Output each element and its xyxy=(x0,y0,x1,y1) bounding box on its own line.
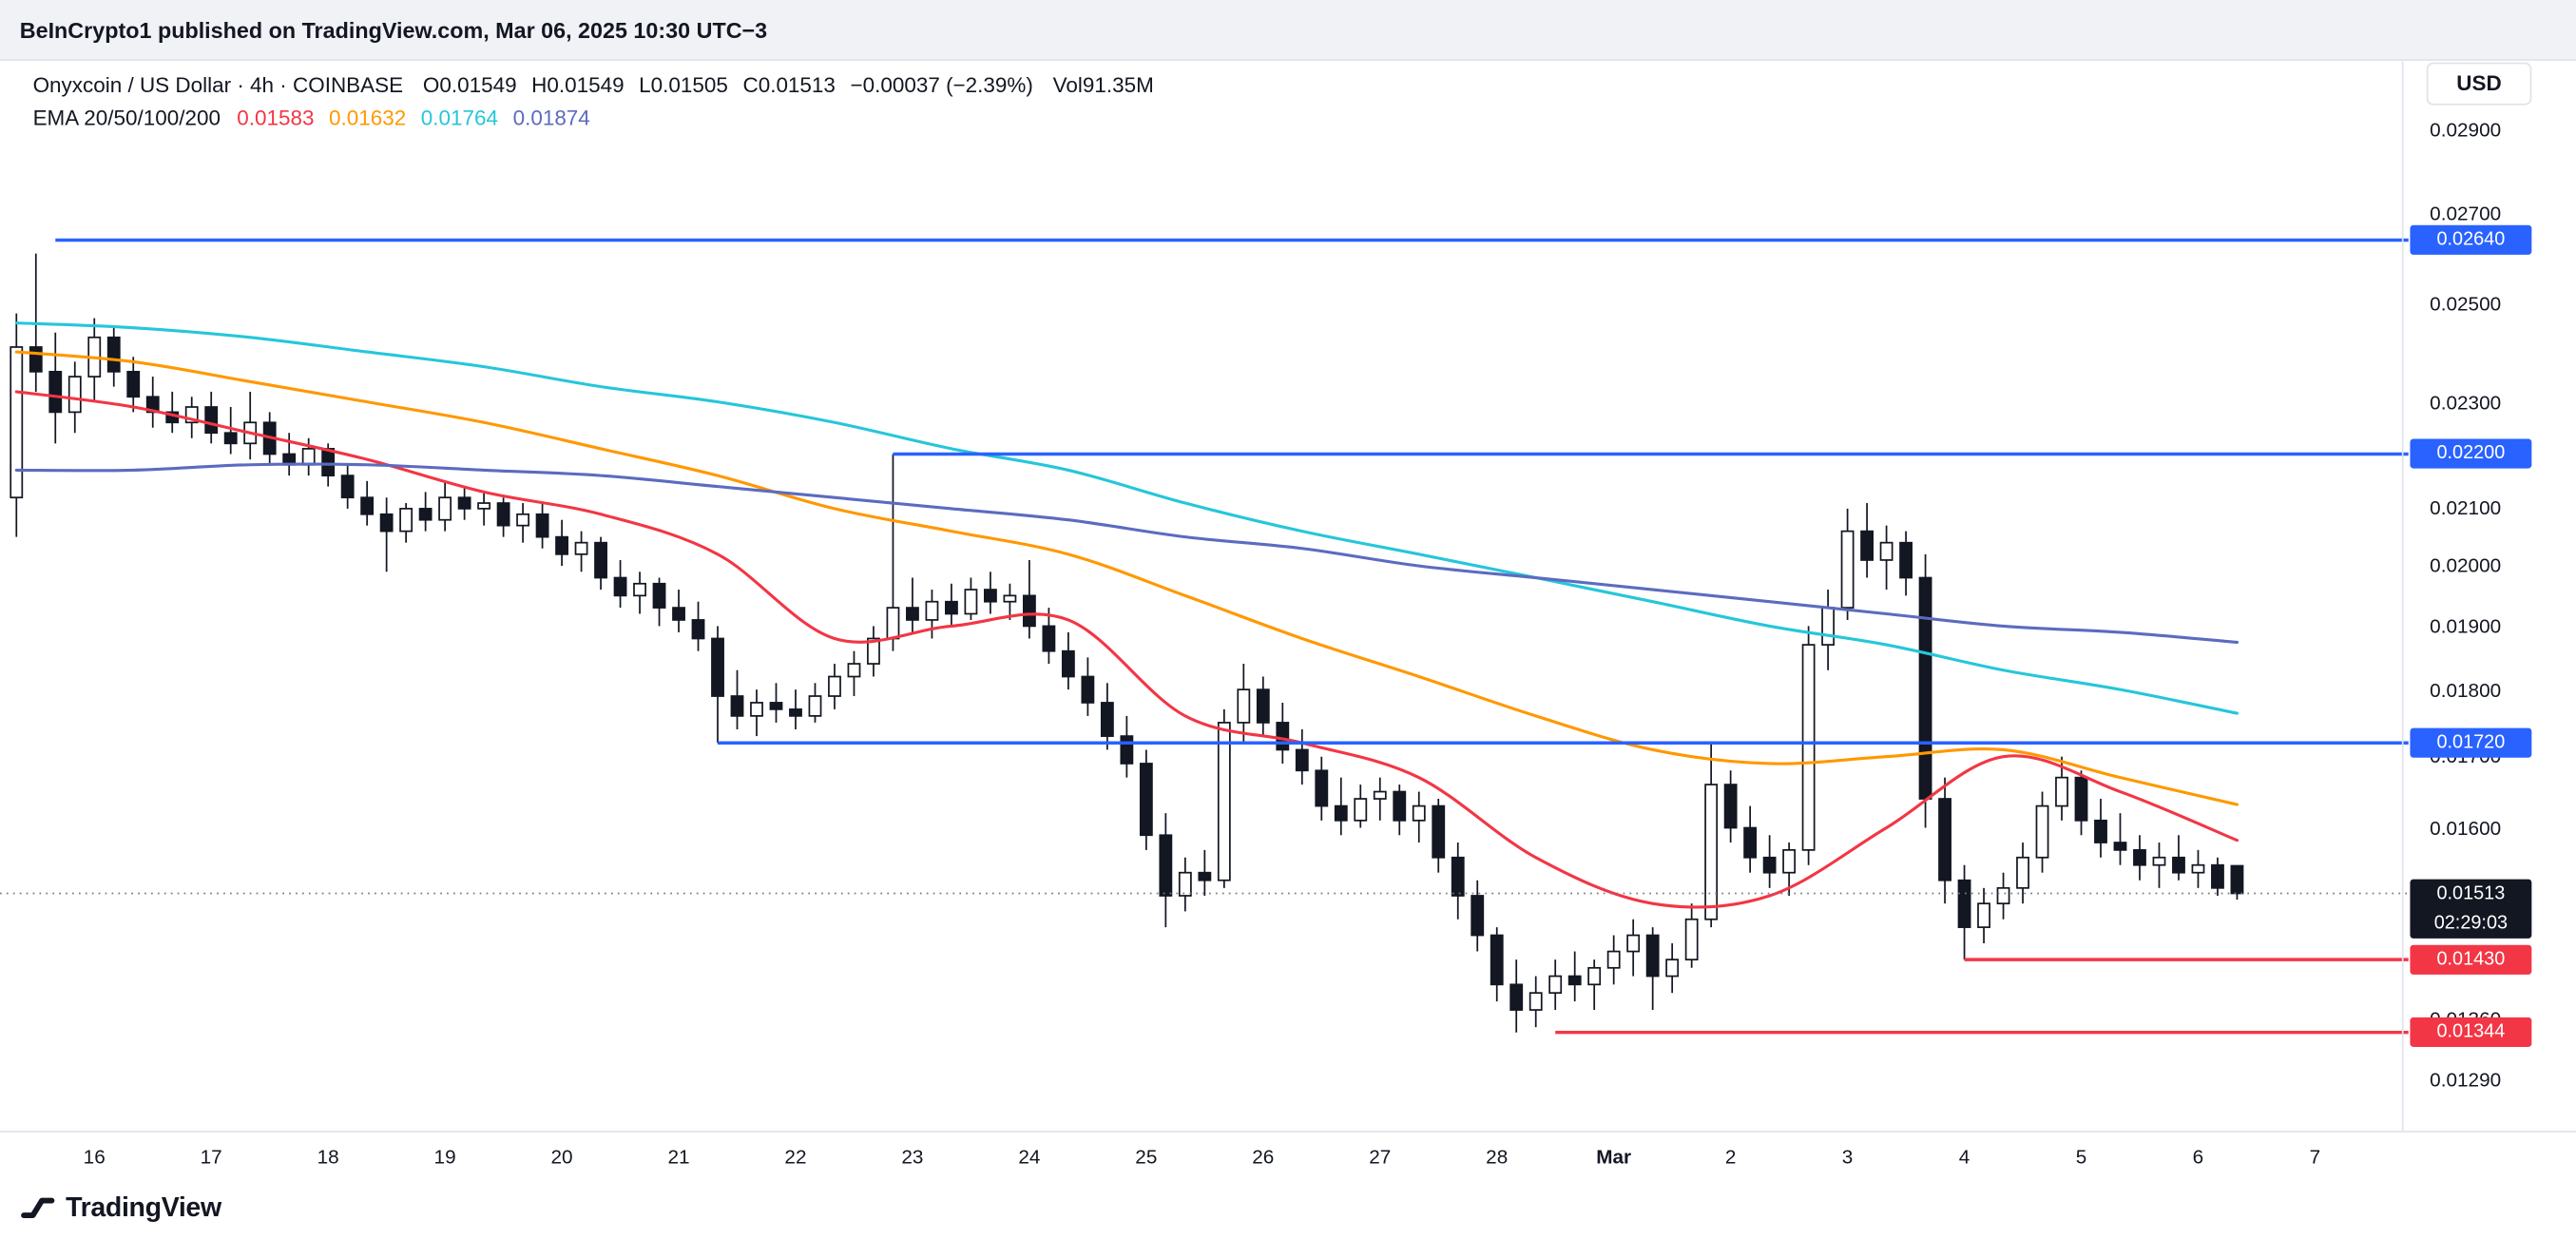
ohlc-high: H 0.01549 xyxy=(531,71,625,97)
price-level-badge: 0.01430 xyxy=(2410,944,2532,975)
bar-close-countdown: 02:29:03 xyxy=(2433,913,2509,933)
ema50-value: 0.01632 xyxy=(329,104,407,129)
ema200-line xyxy=(14,462,2240,644)
price-level-badge: 0.01720 xyxy=(2410,727,2532,758)
ema100-value: 0.01764 xyxy=(420,104,499,129)
price-axis[interactable]: 0.02900 0.02700 0.02500 0.02300 0.02100 0.020… xyxy=(2401,0,2576,1132)
ema100-line xyxy=(14,321,2240,715)
symbol-title[interactable]: Onyxcoin / US Dollar · 4h · COINBASE xyxy=(32,71,404,97)
time-axis-label: 16 xyxy=(83,1145,106,1169)
ema-indicator-label[interactable]: EMA 20/50/100/200 xyxy=(32,104,221,129)
publisher-text: BeInCrypto1 published on TradingView.com… xyxy=(19,17,768,43)
price-axis-label: 0.02700 xyxy=(2430,202,2502,225)
time-axis-label: 22 xyxy=(784,1145,807,1169)
time-axis[interactable]: 16 17 18 19 20 21 22 23 24 25 26 27 28 Mar 2 3 4 5 6 7 xyxy=(0,1131,2576,1182)
candles xyxy=(10,253,2244,1033)
price-axis-label: 0.01600 xyxy=(2430,816,2502,840)
time-axis-label: 21 xyxy=(667,1145,690,1169)
time-axis-label: 24 xyxy=(1018,1145,1041,1169)
symbol-legend-row: Onyxcoin / US Dollar · 4h · COINBASE O 0.… xyxy=(33,68,1169,101)
tradingview-wordmark: TradingView xyxy=(66,1192,221,1223)
price-axis-label: 0.02000 xyxy=(2430,554,2502,578)
time-axis-label: 6 xyxy=(2192,1145,2204,1169)
price-axis-label: 0.01800 xyxy=(2430,678,2502,702)
ohlc-open: O 0.01549 xyxy=(422,71,517,97)
last-price-badge: 0.01513 02:29:03 xyxy=(2410,878,2532,939)
price-level-badge: 0.02640 xyxy=(2410,224,2532,255)
time-axis-label: 26 xyxy=(1252,1145,1275,1169)
price-axis-label: 0.01900 xyxy=(2430,614,2502,638)
time-axis-label: 20 xyxy=(550,1145,573,1169)
ohlc-close: C 0.01513 xyxy=(742,71,836,97)
volume-readout: Vol 91.35M xyxy=(1052,71,1154,97)
chart-legend: Onyxcoin / US Dollar · 4h · COINBASE O 0.… xyxy=(33,68,1169,133)
ema50-line xyxy=(14,350,2240,806)
ema20-value: 0.01583 xyxy=(237,104,315,129)
currency-button[interactable]: USD xyxy=(2426,62,2532,106)
ema-legend-row: EMA 20/50/100/200 0.01583 0.01632 0.0176… xyxy=(33,100,1169,133)
ohlc-low: L 0.01505 xyxy=(639,71,728,97)
time-axis-label: 3 xyxy=(1841,1145,1854,1169)
time-axis-label: 7 xyxy=(2309,1145,2321,1169)
publisher-bar: BeInCrypto1 published on TradingView.com… xyxy=(0,0,2576,61)
tradingview-logo-icon xyxy=(21,1197,55,1219)
time-axis-label: 4 xyxy=(1958,1145,1970,1169)
time-axis-label: Mar xyxy=(1596,1145,1632,1169)
ema200-value: 0.01874 xyxy=(512,104,590,129)
tradingview-attribution[interactable]: TradingView xyxy=(20,1187,221,1230)
price-level-badge: 0.01344 xyxy=(2410,1017,2532,1048)
price-axis-label: 0.01290 xyxy=(2430,1069,2502,1093)
time-axis-label: 18 xyxy=(317,1145,339,1169)
time-axis-label: 17 xyxy=(200,1145,222,1169)
time-axis-label: 28 xyxy=(1486,1145,1509,1169)
time-axis-label: 19 xyxy=(433,1145,456,1169)
time-axis-label: 25 xyxy=(1135,1145,1158,1169)
price-axis-label: 0.02900 xyxy=(2430,118,2502,142)
change-value: −0.00037 (−2.39%) xyxy=(850,71,1033,97)
time-axis-label: 27 xyxy=(1369,1145,1392,1169)
price-level-badge: 0.02200 xyxy=(2410,438,2532,470)
price-axis-label: 0.02300 xyxy=(2430,390,2502,414)
time-axis-label: 23 xyxy=(901,1145,924,1169)
time-axis-label: 5 xyxy=(2075,1145,2087,1169)
price-axis-label: 0.02500 xyxy=(2430,292,2502,316)
price-axis-label: 0.02100 xyxy=(2430,496,2502,520)
time-axis-label: 2 xyxy=(1724,1145,1737,1169)
